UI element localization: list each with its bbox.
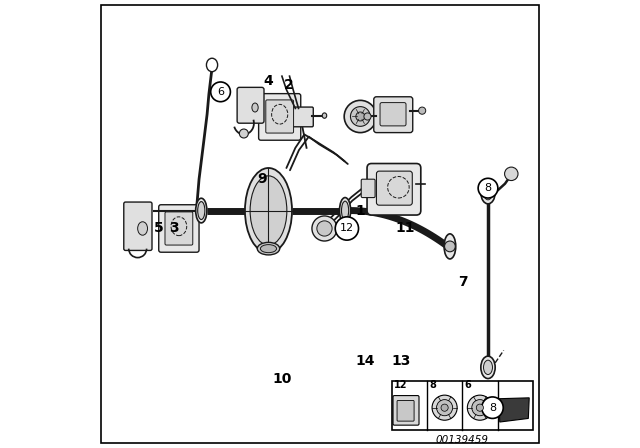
- Text: 4: 4: [264, 73, 273, 88]
- Ellipse shape: [257, 242, 280, 255]
- Text: 5: 5: [154, 221, 164, 236]
- Text: 3: 3: [170, 221, 179, 236]
- FancyBboxPatch shape: [380, 103, 406, 126]
- Text: 7: 7: [458, 275, 468, 289]
- FancyBboxPatch shape: [291, 107, 314, 127]
- Ellipse shape: [198, 202, 205, 220]
- Ellipse shape: [260, 245, 276, 253]
- Ellipse shape: [481, 181, 495, 204]
- FancyBboxPatch shape: [237, 87, 264, 123]
- Text: 11: 11: [396, 221, 415, 236]
- Circle shape: [312, 216, 337, 241]
- Circle shape: [478, 178, 498, 198]
- Text: 10: 10: [272, 371, 292, 386]
- Text: 14: 14: [355, 353, 374, 368]
- Polygon shape: [499, 398, 529, 422]
- Circle shape: [364, 113, 371, 120]
- Ellipse shape: [484, 360, 493, 375]
- Circle shape: [432, 395, 457, 420]
- Circle shape: [335, 217, 358, 240]
- Text: 2: 2: [284, 78, 294, 92]
- Circle shape: [317, 221, 332, 236]
- Text: 9: 9: [257, 172, 267, 186]
- Ellipse shape: [196, 198, 207, 223]
- Text: 12: 12: [340, 224, 354, 233]
- Circle shape: [472, 400, 488, 416]
- Ellipse shape: [245, 168, 292, 253]
- Ellipse shape: [207, 58, 218, 72]
- Ellipse shape: [138, 222, 147, 235]
- Circle shape: [441, 404, 448, 411]
- FancyBboxPatch shape: [165, 212, 193, 245]
- Circle shape: [351, 107, 370, 126]
- Ellipse shape: [323, 113, 327, 118]
- Text: 8: 8: [489, 403, 496, 413]
- Circle shape: [476, 404, 483, 411]
- FancyBboxPatch shape: [374, 97, 413, 133]
- FancyBboxPatch shape: [361, 179, 375, 198]
- FancyBboxPatch shape: [266, 100, 294, 133]
- FancyBboxPatch shape: [397, 401, 414, 421]
- Text: 1: 1: [355, 203, 365, 218]
- Ellipse shape: [484, 185, 493, 200]
- FancyBboxPatch shape: [159, 205, 199, 252]
- Circle shape: [445, 241, 455, 252]
- Text: 6: 6: [465, 380, 471, 390]
- Text: 8: 8: [484, 183, 492, 193]
- FancyBboxPatch shape: [393, 396, 419, 425]
- Ellipse shape: [239, 129, 248, 138]
- Circle shape: [467, 395, 492, 420]
- Text: 13: 13: [391, 353, 410, 368]
- Text: 6: 6: [217, 87, 224, 97]
- Text: 12: 12: [394, 380, 408, 390]
- Ellipse shape: [342, 201, 349, 220]
- Circle shape: [344, 100, 376, 133]
- Text: 00139459: 00139459: [436, 435, 489, 445]
- Ellipse shape: [339, 198, 351, 224]
- Text: 8: 8: [429, 380, 436, 390]
- Ellipse shape: [481, 356, 495, 379]
- Bar: [392, 381, 532, 430]
- Ellipse shape: [444, 234, 456, 259]
- FancyBboxPatch shape: [376, 171, 412, 205]
- Ellipse shape: [252, 103, 258, 112]
- Circle shape: [356, 112, 365, 121]
- Circle shape: [482, 397, 503, 418]
- Circle shape: [504, 167, 518, 181]
- Circle shape: [436, 400, 452, 416]
- FancyBboxPatch shape: [124, 202, 152, 250]
- Circle shape: [419, 107, 426, 114]
- FancyBboxPatch shape: [259, 94, 301, 140]
- Circle shape: [211, 82, 230, 102]
- Ellipse shape: [250, 176, 287, 246]
- FancyBboxPatch shape: [367, 164, 421, 215]
